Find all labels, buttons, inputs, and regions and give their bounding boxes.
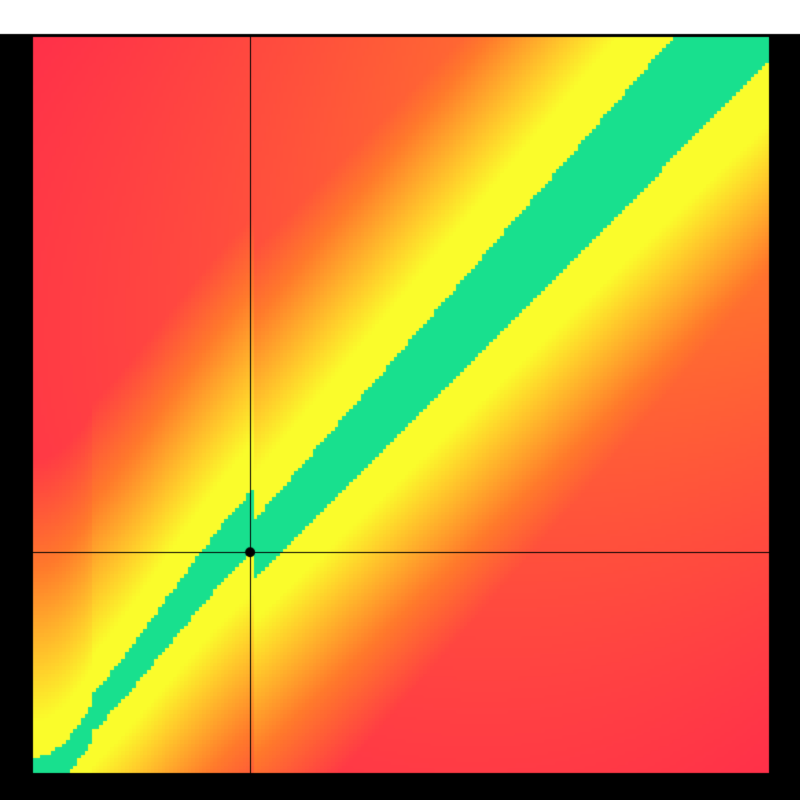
heatmap-canvas bbox=[0, 0, 800, 800]
